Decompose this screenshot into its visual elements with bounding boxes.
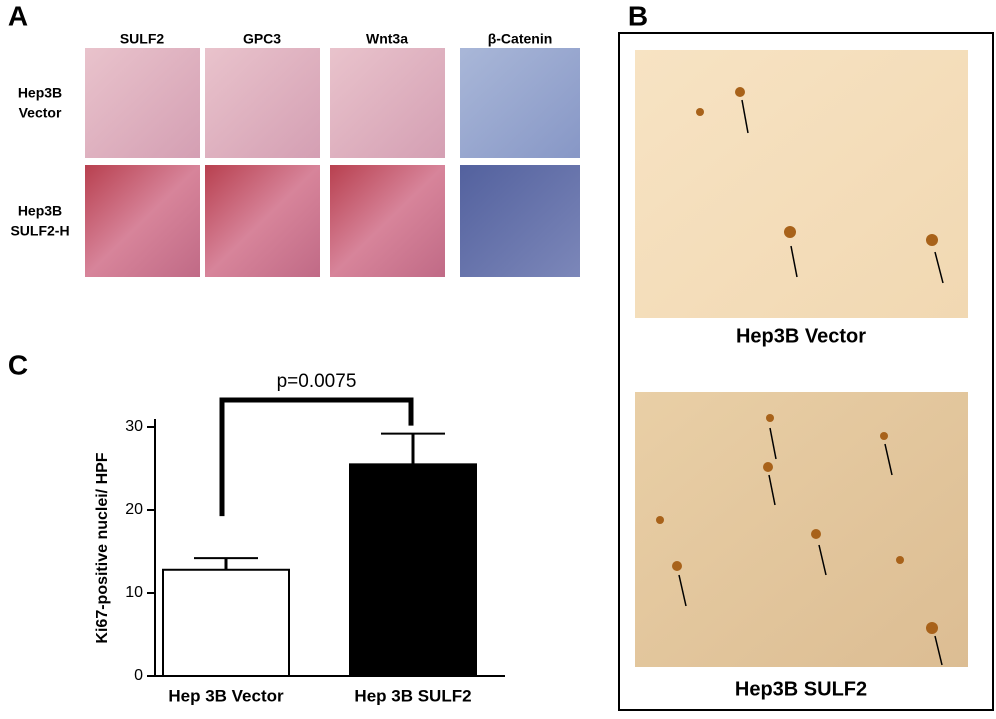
row-label: Vector (19, 105, 62, 121)
column-header: Wnt3a (366, 31, 408, 47)
column-header: GPC3 (243, 31, 281, 47)
x-tick-label: Hep 3B SULF2 (354, 686, 471, 705)
panel-a-images (85, 48, 580, 277)
row-label: Hep3B (18, 203, 62, 219)
micrograph (460, 48, 580, 158)
micrograph (205, 48, 320, 158)
micrograph (635, 392, 968, 667)
bar (349, 463, 477, 677)
x-tick-label: Hep 3B Vector (168, 686, 284, 705)
annotation: p=0.0075 (277, 371, 357, 392)
y-axis-label: Ki67-positive nuclei/ HPF (94, 452, 111, 643)
stained-nuclei (656, 87, 938, 634)
panel-label: C (8, 349, 28, 380)
bar (162, 568, 290, 678)
row-label: Hep3B (18, 85, 62, 101)
micrograph (635, 50, 968, 318)
y-tick-label: 20 (125, 501, 143, 518)
micrograph (330, 48, 445, 158)
y-tick-label: 30 (125, 418, 143, 435)
y-tick-label: 0 (134, 667, 143, 684)
micrograph (460, 165, 580, 277)
micrograph (85, 48, 200, 158)
row-label: SULF2-H (10, 223, 69, 239)
micrograph (85, 165, 200, 277)
panel-label: A (8, 0, 28, 31)
arrows (678, 99, 944, 666)
caption: Hep3B SULF2 (735, 678, 867, 700)
panel-label: B (628, 0, 648, 31)
panel-b-frame (618, 32, 994, 711)
y-tick-label: 10 (125, 584, 143, 601)
column-header: β-Catenin (488, 31, 553, 47)
caption: Hep3B Vector (736, 325, 866, 347)
micrograph (330, 165, 445, 277)
column-header: SULF2 (120, 31, 165, 47)
micrograph (205, 165, 320, 277)
significance-bracket (219, 397, 414, 517)
